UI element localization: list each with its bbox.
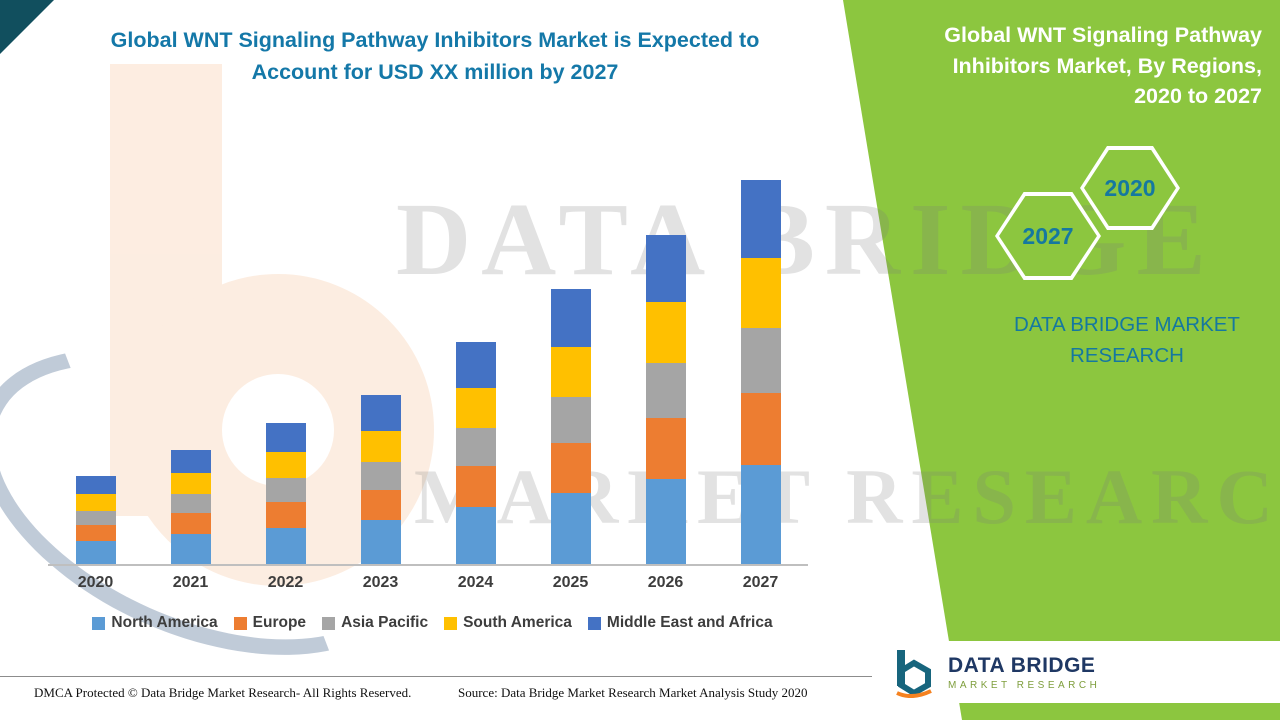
legend-label: North America	[111, 614, 218, 631]
legend-item: Middle East and Africa	[587, 614, 773, 632]
legend-item: Asia Pacific	[322, 614, 428, 632]
bar-segment	[455, 428, 496, 466]
bar-segment	[550, 442, 591, 494]
chart-legend: North America Europe Asia Pacific South Ame…	[40, 614, 825, 632]
bar-segment	[740, 180, 781, 259]
bar-segment	[550, 288, 591, 348]
bar-segment	[740, 328, 781, 394]
bar-segment	[170, 534, 211, 564]
hexagon-2020-label: 2020	[1104, 174, 1156, 201]
stacked-bar-plot	[48, 170, 808, 566]
x-axis-label: 2024	[457, 574, 494, 591]
legend-swatch	[233, 616, 247, 630]
bar-2024	[440, 342, 512, 564]
legend-swatch	[587, 616, 601, 630]
legend-label: Middle East and Africa	[606, 614, 773, 631]
legend-swatch	[444, 616, 458, 630]
bar-segment	[75, 510, 116, 525]
bar-segment	[75, 541, 116, 564]
footer-source-text: Source: Data Bridge Market Research Mark…	[458, 685, 808, 700]
legend-swatch	[92, 616, 106, 630]
bar-segment	[740, 464, 781, 564]
bar-segment	[645, 362, 686, 418]
chart-title: Global WNT Signaling Pathway Inhibitors …	[60, 24, 810, 89]
legend-item: Europe	[233, 614, 307, 632]
bar-2025	[535, 288, 607, 564]
bar-segment	[645, 417, 686, 479]
bar-segment	[360, 461, 401, 490]
bar-segment	[455, 388, 496, 429]
legend-label: Asia Pacific	[341, 614, 429, 631]
hexagon-2027-label: 2027	[1022, 222, 1074, 249]
bar-segment	[645, 479, 686, 564]
bar-2023	[345, 394, 417, 564]
bar-segment	[360, 394, 401, 432]
x-axis-label: 2025	[552, 574, 589, 591]
legend-label: Europe	[252, 614, 307, 631]
bar-segment	[645, 234, 686, 303]
corner-triangle-top-left	[0, 0, 54, 54]
bar-segment	[360, 431, 401, 462]
bar-2027	[725, 180, 797, 564]
panel-brand-name: DATA BRIDGE MARKET RESEARCH	[1014, 313, 1240, 367]
bar-segment	[550, 493, 591, 564]
legend-label: South America	[463, 614, 572, 631]
footer-divider	[0, 676, 876, 677]
bar-segment	[455, 506, 496, 564]
legend-swatch	[322, 616, 336, 630]
bar-segment	[360, 489, 401, 521]
bar-segment	[265, 527, 306, 564]
bar-segment	[75, 476, 116, 495]
logo-tagline: MARKET RESEARCH	[948, 679, 1101, 691]
bar-segment	[170, 494, 211, 514]
bar-segment	[265, 501, 306, 528]
bar-segment	[740, 258, 781, 329]
x-axis-label: 2020	[77, 574, 114, 591]
bar-segment	[550, 347, 591, 397]
right-panel-title: Global WNT Signaling Pathway Inhibitors …	[944, 23, 1262, 109]
bar-2022	[250, 422, 322, 564]
bar-segment	[170, 513, 211, 535]
chart-title-line2: Account for USD XX million by 2027	[251, 60, 619, 85]
bar-segment	[550, 396, 591, 443]
bar-segment	[265, 452, 306, 479]
bar-segment	[75, 494, 116, 511]
bar-segment	[360, 520, 401, 564]
chart-title-line1: Global WNT Signaling Pathway Inhibitors …	[110, 28, 760, 52]
bar-segment	[75, 524, 116, 542]
x-axis-label: 2023	[362, 574, 399, 591]
bar-segment	[455, 465, 496, 507]
logo-name: DATA BRIDGE	[948, 653, 1096, 677]
dbmr-logo-icon	[890, 646, 936, 698]
x-axis-label: 2022	[267, 574, 304, 591]
bar-segment	[265, 478, 306, 502]
bar-2020	[60, 476, 132, 564]
x-axis-label: 2026	[647, 574, 684, 591]
bar-segment	[645, 302, 686, 363]
bar-2026	[630, 234, 702, 564]
bar-segment	[170, 450, 211, 474]
dbmr-logo-text: DATA BRIDGE MARKET RESEARCH	[948, 654, 1100, 691]
footer-dmca-text: DMCA Protected © Data Bridge Market Rese…	[34, 685, 412, 700]
bar-segment	[265, 422, 306, 453]
x-axis-label: 2021	[172, 574, 209, 591]
bar-2021	[155, 450, 227, 564]
bar-segment	[455, 342, 496, 389]
chart-area: 2020 2021 2022 2023 2024 2025 2026 2027	[48, 170, 808, 592]
legend-item: North America	[92, 614, 218, 632]
bar-segment	[740, 393, 781, 465]
legend-item: South America	[444, 614, 572, 632]
dbmr-logo: DATA BRIDGE MARKET RESEARCH	[872, 641, 1280, 703]
x-axis-labels: 2020 2021 2022 2023 2024 2025 2026 2027	[48, 574, 808, 592]
x-axis-label: 2027	[742, 574, 779, 591]
bar-segment	[170, 473, 211, 495]
